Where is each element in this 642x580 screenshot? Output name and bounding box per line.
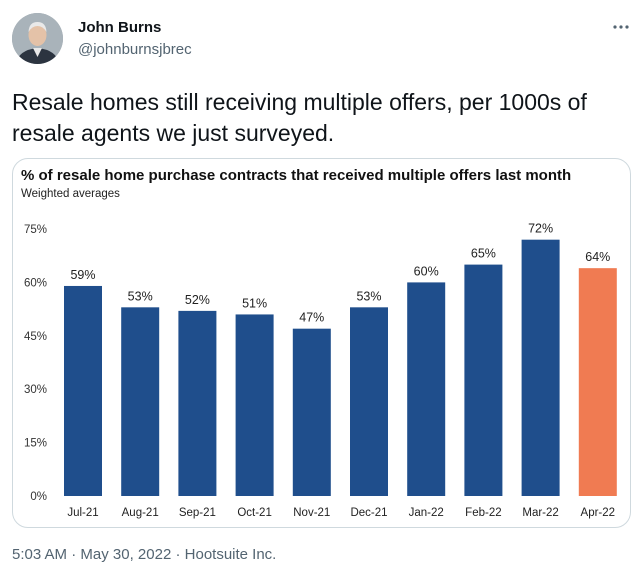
bar	[578, 268, 617, 496]
y-tick-label: 60%	[24, 277, 47, 289]
data-label: 51%	[242, 296, 267, 310]
data-label: 53%	[128, 289, 153, 303]
y-tick-label: 0%	[30, 491, 47, 503]
tweet-timestamp: 5:03 AM · May 30, 2022 · Hootsuite Inc.	[12, 546, 276, 563]
x-tick-label: Apr-22	[581, 507, 616, 519]
avatar[interactable]	[12, 13, 63, 64]
data-label: 53%	[356, 289, 381, 303]
x-tick-label: Jan-22	[409, 507, 444, 519]
meta-separator: ·	[175, 546, 181, 563]
x-tick-label: Jul-21	[67, 507, 98, 519]
chart-title: % of resale home purchase contracts that…	[21, 167, 572, 184]
x-tick-label: Dec-21	[350, 507, 387, 519]
data-label: 65%	[471, 247, 496, 261]
bar	[178, 310, 217, 496]
bar	[292, 328, 331, 496]
data-label: 59%	[70, 268, 95, 282]
chart-subtitle: Weighted averages	[21, 188, 120, 200]
bar-chart: 0% 15% 30% 45% 60% 75% 59% Jul-21 53% Aug-21 52% Se…	[24, 222, 617, 519]
x-tick-label: Mar-22	[522, 507, 558, 519]
bar	[521, 239, 560, 496]
profile-photo-icon	[12, 13, 63, 64]
bar	[235, 314, 274, 496]
tweet-source[interactable]: Hootsuite Inc.	[184, 546, 277, 563]
y-tick-label: 45%	[24, 331, 47, 343]
y-tick-label: 15%	[24, 438, 47, 450]
author-name[interactable]: John Burns	[78, 19, 162, 36]
more-horizontal-icon	[613, 25, 629, 29]
x-tick-label: Sep-21	[179, 507, 216, 519]
tweet-text: Resale homes still receiving multiple of…	[12, 89, 587, 146]
tweet-time[interactable]: 5:03 AM	[12, 546, 68, 563]
bar	[464, 264, 503, 496]
bar	[121, 307, 160, 496]
meta-separator: ·	[71, 546, 77, 563]
chart-image[interactable]: % of resale home purchase contracts that…	[12, 158, 631, 528]
tweet-date[interactable]: May 30, 2022	[80, 546, 172, 563]
data-label: 72%	[528, 222, 553, 236]
bar	[64, 285, 102, 496]
x-tick-label: Aug-21	[122, 507, 159, 519]
x-tick-label: Oct-21	[237, 507, 272, 519]
author-handle[interactable]: @johnburnsjbrec	[78, 41, 192, 58]
data-label: 64%	[585, 250, 610, 264]
bar	[350, 307, 388, 496]
data-label: 60%	[414, 264, 439, 278]
bar	[407, 282, 446, 496]
x-tick-label: Nov-21	[293, 507, 330, 519]
data-label: 47%	[299, 311, 324, 325]
data-label: 52%	[185, 293, 210, 307]
more-options-button[interactable]	[608, 14, 634, 40]
y-tick-label: 75%	[24, 224, 47, 236]
x-tick-label: Feb-22	[465, 507, 501, 519]
y-tick-label: 30%	[24, 384, 47, 396]
